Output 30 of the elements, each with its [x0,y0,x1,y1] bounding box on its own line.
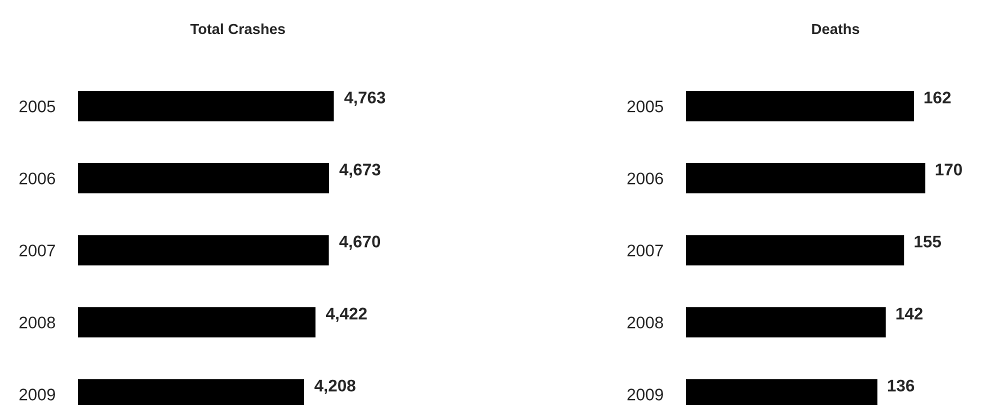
y-tick-label: 2008 [20,316,56,328]
data-label: 142 [896,308,923,320]
bar [686,91,914,122]
chart-title: Deaths [812,23,860,34]
data-label: 155 [914,236,942,248]
y-tick-label: 2009 [20,388,55,400]
y-tick-label: 2005 [20,100,56,112]
bar [686,163,926,194]
data-label: 4,670 [339,236,380,250]
data-label: 170 [936,164,962,176]
bar [686,307,886,338]
y-tick-label: 2006 [20,172,56,184]
data-label: 162 [924,92,951,104]
y-tick-label: 2007 [20,244,55,256]
y-tick-label: 2008 [628,316,664,328]
data-label: 4,208 [314,380,356,394]
chart-title: Total Crashes [190,23,285,34]
y-tick-label: 2006 [628,172,664,184]
y-tick-label: 2007 [628,244,663,256]
y-tick-label: 2009 [628,388,663,400]
data-label: 4,673 [339,164,380,178]
data-label: 4,763 [344,92,386,106]
bar [78,163,329,194]
bar [686,235,904,266]
bar [78,307,316,338]
data-label: 136 [888,380,914,392]
y-tick-label: 2005 [628,100,664,112]
bar [78,235,329,266]
data-label: 4,422 [326,308,367,322]
bar [78,91,334,122]
